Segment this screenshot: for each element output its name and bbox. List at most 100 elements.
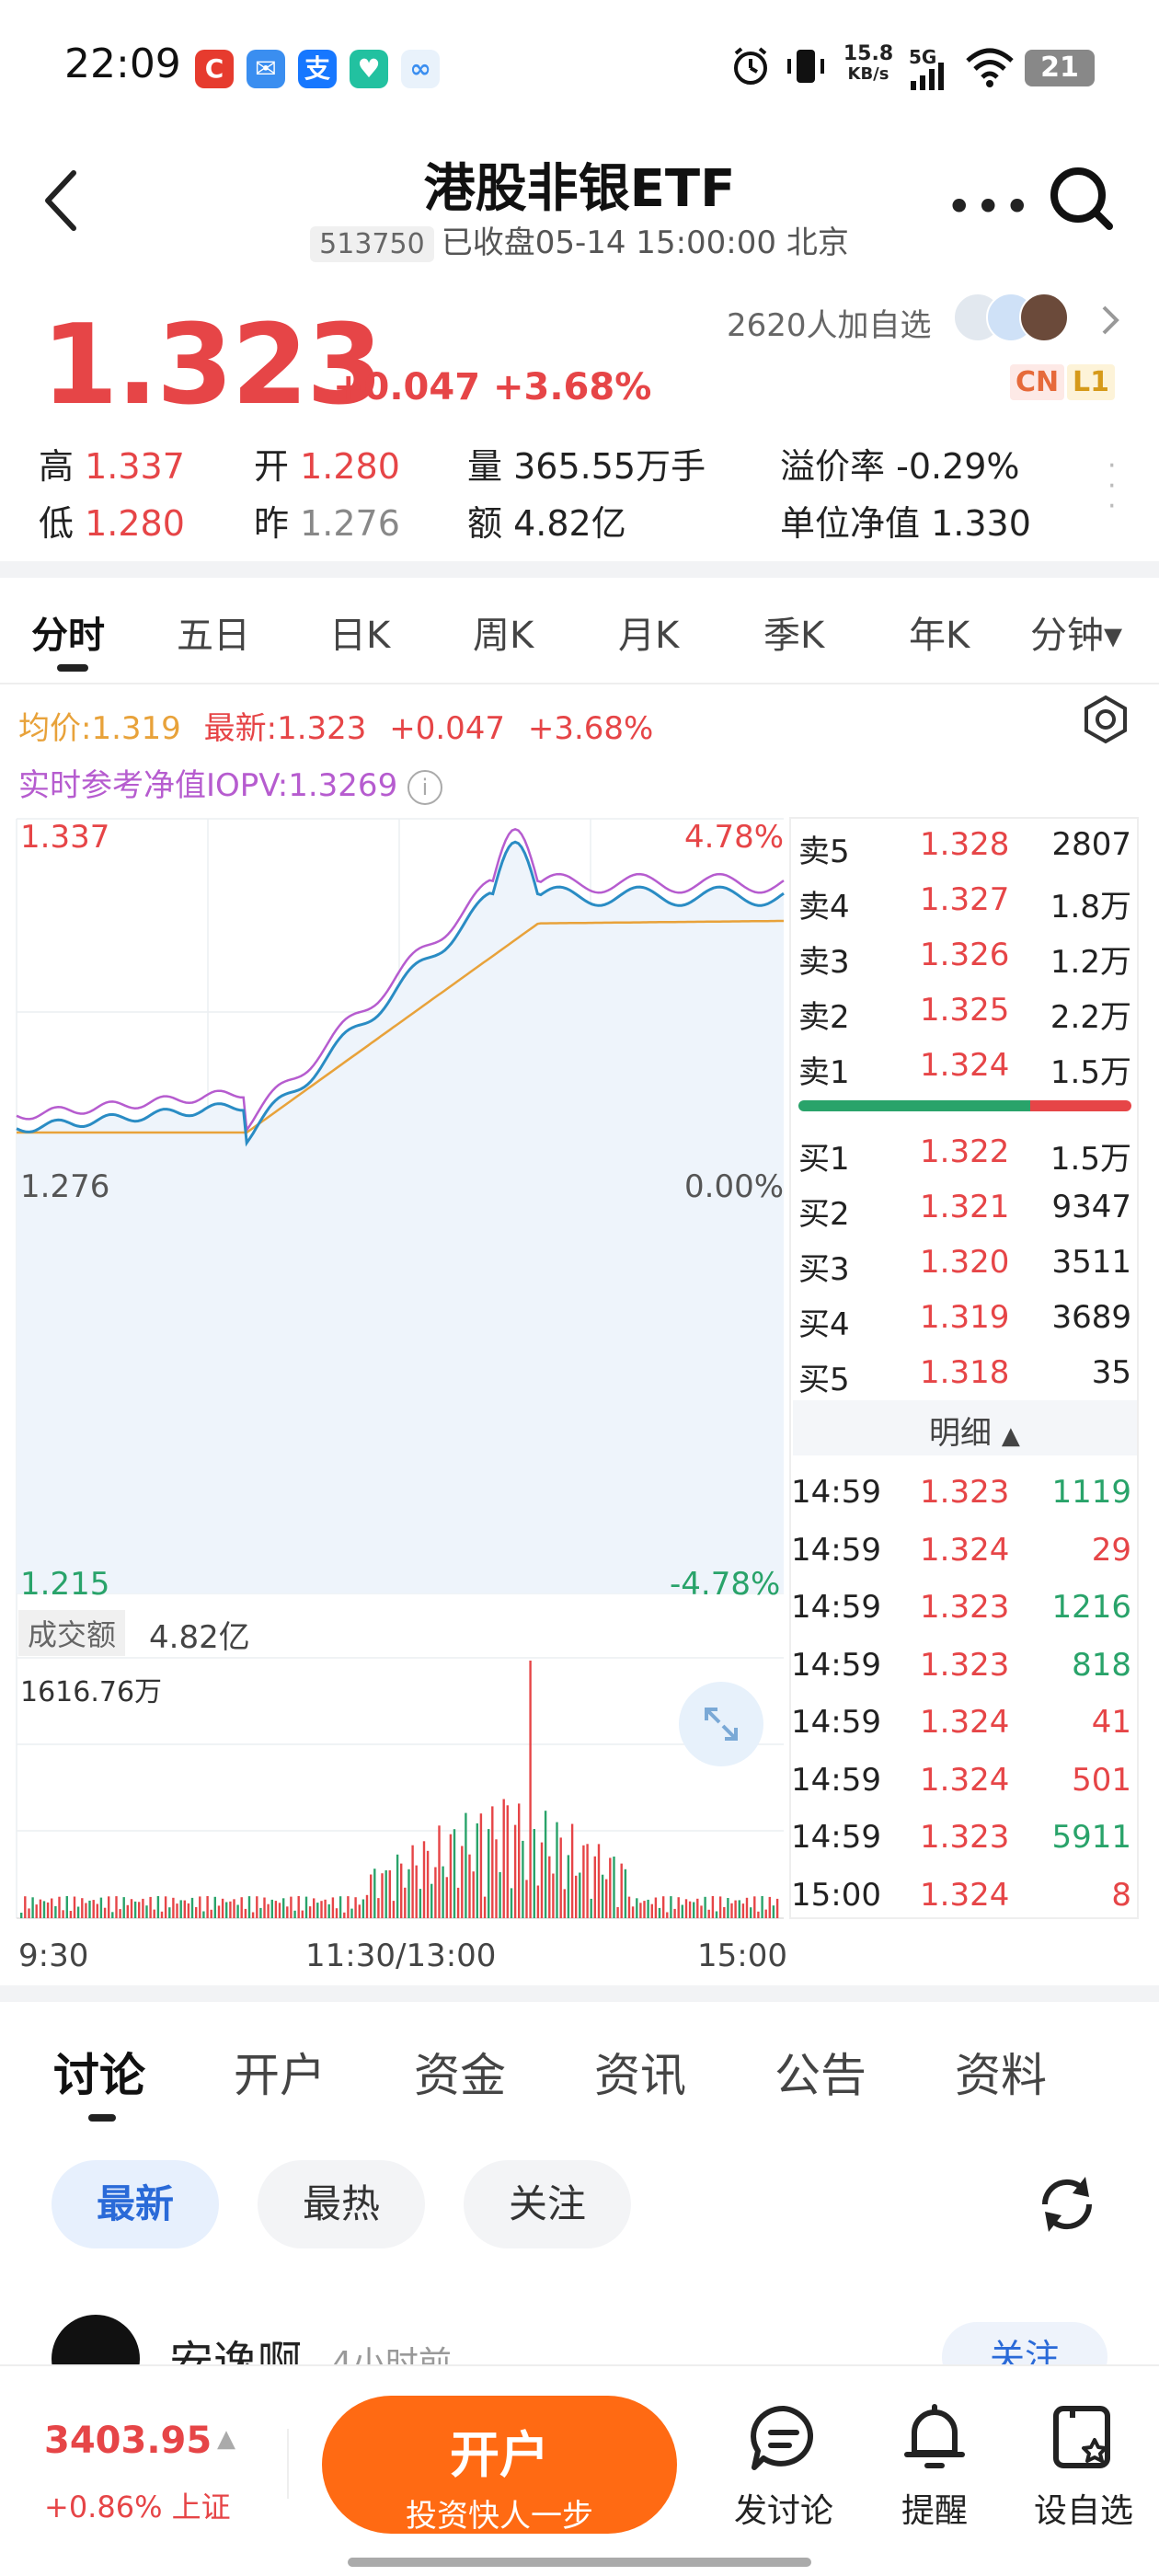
turnover-value: 4.82亿 bbox=[149, 1619, 250, 1656]
chevron-right-icon[interactable] bbox=[1100, 304, 1122, 337]
volume-bar bbox=[639, 1903, 642, 1918]
add-watchlist-icon[interactable] bbox=[1049, 2403, 1119, 2473]
detail-label[interactable]: 明细 ▲ bbox=[929, 1415, 1020, 1452]
page-title: 港股非银ETF bbox=[423, 159, 736, 219]
volume-bar bbox=[388, 1869, 391, 1918]
nav-watchlist[interactable]: 设自选 bbox=[1033, 2492, 1133, 2530]
intraday-chart[interactable] bbox=[0, 810, 791, 1932]
nav-post[interactable]: 发讨论 bbox=[733, 2492, 833, 2530]
tick-row: 14:59 1.323 818 bbox=[791, 1638, 1137, 1693]
volume-bar bbox=[609, 1857, 612, 1918]
volume-bar bbox=[176, 1903, 178, 1918]
volume-bar bbox=[688, 1901, 692, 1918]
tick-qty: 818 bbox=[1072, 1646, 1131, 1684]
tab-minute[interactable]: 分钟▾ bbox=[1030, 615, 1123, 657]
tab-discussion[interactable]: 讨论 bbox=[53, 2049, 145, 2102]
tab-yearly-k[interactable]: 年K bbox=[909, 615, 970, 657]
detail-header[interactable] bbox=[793, 1400, 1137, 1455]
more-stats-icon[interactable]: · · · bbox=[1107, 450, 1117, 523]
search-icon[interactable] bbox=[1045, 162, 1119, 236]
volume-bar bbox=[202, 1911, 205, 1918]
volume-bar bbox=[331, 1897, 335, 1918]
volume-bar bbox=[529, 1661, 532, 1918]
bid-qty: 3689 bbox=[1051, 1299, 1131, 1336]
volume-bar bbox=[278, 1903, 281, 1918]
comment-icon[interactable] bbox=[747, 2403, 820, 2473]
filter-following[interactable]: 关注 bbox=[464, 2160, 631, 2248]
tab-five-day[interactable]: 五日 bbox=[177, 615, 250, 657]
volume-bar bbox=[631, 1906, 635, 1918]
more-icon[interactable]: ••• bbox=[946, 180, 1033, 234]
tick-price: 1.323 bbox=[920, 1589, 1010, 1626]
tab-announcements[interactable]: 公告 bbox=[775, 2049, 866, 2102]
volume-bar bbox=[753, 1896, 756, 1918]
tab-open-account[interactable]: 开户 bbox=[234, 2049, 326, 2102]
index-change[interactable]: +0.86% 上证 bbox=[44, 2490, 231, 2524]
mail-notification-icon: ✉ bbox=[247, 50, 285, 88]
volume-bar bbox=[495, 1839, 498, 1918]
tab-daily-k[interactable]: 日K bbox=[329, 615, 391, 657]
volume-bar bbox=[213, 1896, 216, 1918]
ask-qty: 1.2万 bbox=[1050, 944, 1131, 981]
bids-row: 买4 1.319 3689 bbox=[797, 1290, 1137, 1345]
bid-price: 1.322 bbox=[920, 1133, 1010, 1170]
volume-bar bbox=[122, 1897, 125, 1918]
volume-bar bbox=[119, 1909, 121, 1918]
volume-bar bbox=[290, 1896, 293, 1918]
volume-bar bbox=[301, 1910, 304, 1918]
tab-news[interactable]: 资讯 bbox=[594, 2049, 686, 2102]
tab-quarterly-k[interactable]: 季K bbox=[763, 615, 825, 657]
market-status: 513750 已收盘05-14 15:00:00 北京 bbox=[0, 217, 1159, 262]
tab-weekly-k[interactable]: 周K bbox=[473, 615, 534, 657]
volume-bar bbox=[658, 1907, 661, 1918]
volume-bar bbox=[142, 1898, 144, 1918]
bid-level: 买2 bbox=[798, 1196, 850, 1233]
volume-bar bbox=[415, 1865, 418, 1918]
volume-bar bbox=[525, 1880, 528, 1918]
bid-level: 买4 bbox=[798, 1306, 850, 1343]
volume-bar bbox=[662, 1896, 665, 1918]
volume-bar bbox=[392, 1901, 396, 1918]
expand-chart-button[interactable] bbox=[679, 1682, 763, 1766]
watchers-count[interactable]: 2620人加自选 bbox=[727, 307, 932, 344]
tick-qty: 5911 bbox=[1051, 1819, 1131, 1856]
volume-bar bbox=[244, 1908, 247, 1918]
bid-price: 1.318 bbox=[920, 1354, 1010, 1391]
volume-bar bbox=[133, 1901, 137, 1918]
expand-icon bbox=[705, 1708, 738, 1741]
volume-bar bbox=[741, 1903, 745, 1918]
bids-row: 买2 1.321 9347 bbox=[797, 1179, 1137, 1235]
volume-bar bbox=[39, 1899, 42, 1918]
volume-bar bbox=[206, 1896, 209, 1918]
volume-bar bbox=[111, 1912, 114, 1918]
volume-bar bbox=[654, 1897, 658, 1918]
bell-icon[interactable] bbox=[901, 2401, 968, 2475]
volume-bar bbox=[361, 1899, 365, 1918]
filter-latest[interactable]: 最新 bbox=[52, 2160, 219, 2248]
chart-settings-icon[interactable] bbox=[1080, 694, 1131, 745]
volume-bar bbox=[240, 1897, 243, 1918]
volume-bar bbox=[88, 1900, 91, 1918]
stat-prev-close: 昨 1.276 bbox=[254, 503, 400, 544]
volume-bar bbox=[723, 1907, 726, 1918]
volume-bar bbox=[579, 1872, 581, 1918]
volume-bar bbox=[225, 1902, 228, 1918]
index-value[interactable]: 3403.95 bbox=[44, 2420, 212, 2462]
bid-qty: 3511 bbox=[1051, 1244, 1131, 1281]
nav-alert[interactable]: 提醒 bbox=[901, 2492, 968, 2530]
open-account-button[interactable]: 开户 投资快人一步 bbox=[322, 2396, 677, 2535]
ask-row: 卖4 1.327 1.8万 bbox=[797, 872, 1137, 927]
app-notification-icon: C bbox=[195, 50, 234, 88]
tab-intraday[interactable]: 分时 bbox=[31, 615, 105, 657]
back-icon[interactable] bbox=[40, 169, 81, 232]
tab-profile[interactable]: 资料 bbox=[955, 2049, 1047, 2102]
volume-bar bbox=[156, 1896, 160, 1918]
volume-bar bbox=[138, 1902, 141, 1918]
volume-bar bbox=[164, 1896, 167, 1918]
filter-hottest[interactable]: 最热 bbox=[258, 2160, 425, 2248]
volume-bar bbox=[407, 1869, 410, 1918]
refresh-icon[interactable] bbox=[1032, 2169, 1102, 2239]
tab-funds[interactable]: 资金 bbox=[414, 2049, 506, 2102]
tab-monthly-k[interactable]: 月K bbox=[618, 615, 680, 657]
info-icon[interactable]: i bbox=[407, 769, 443, 805]
